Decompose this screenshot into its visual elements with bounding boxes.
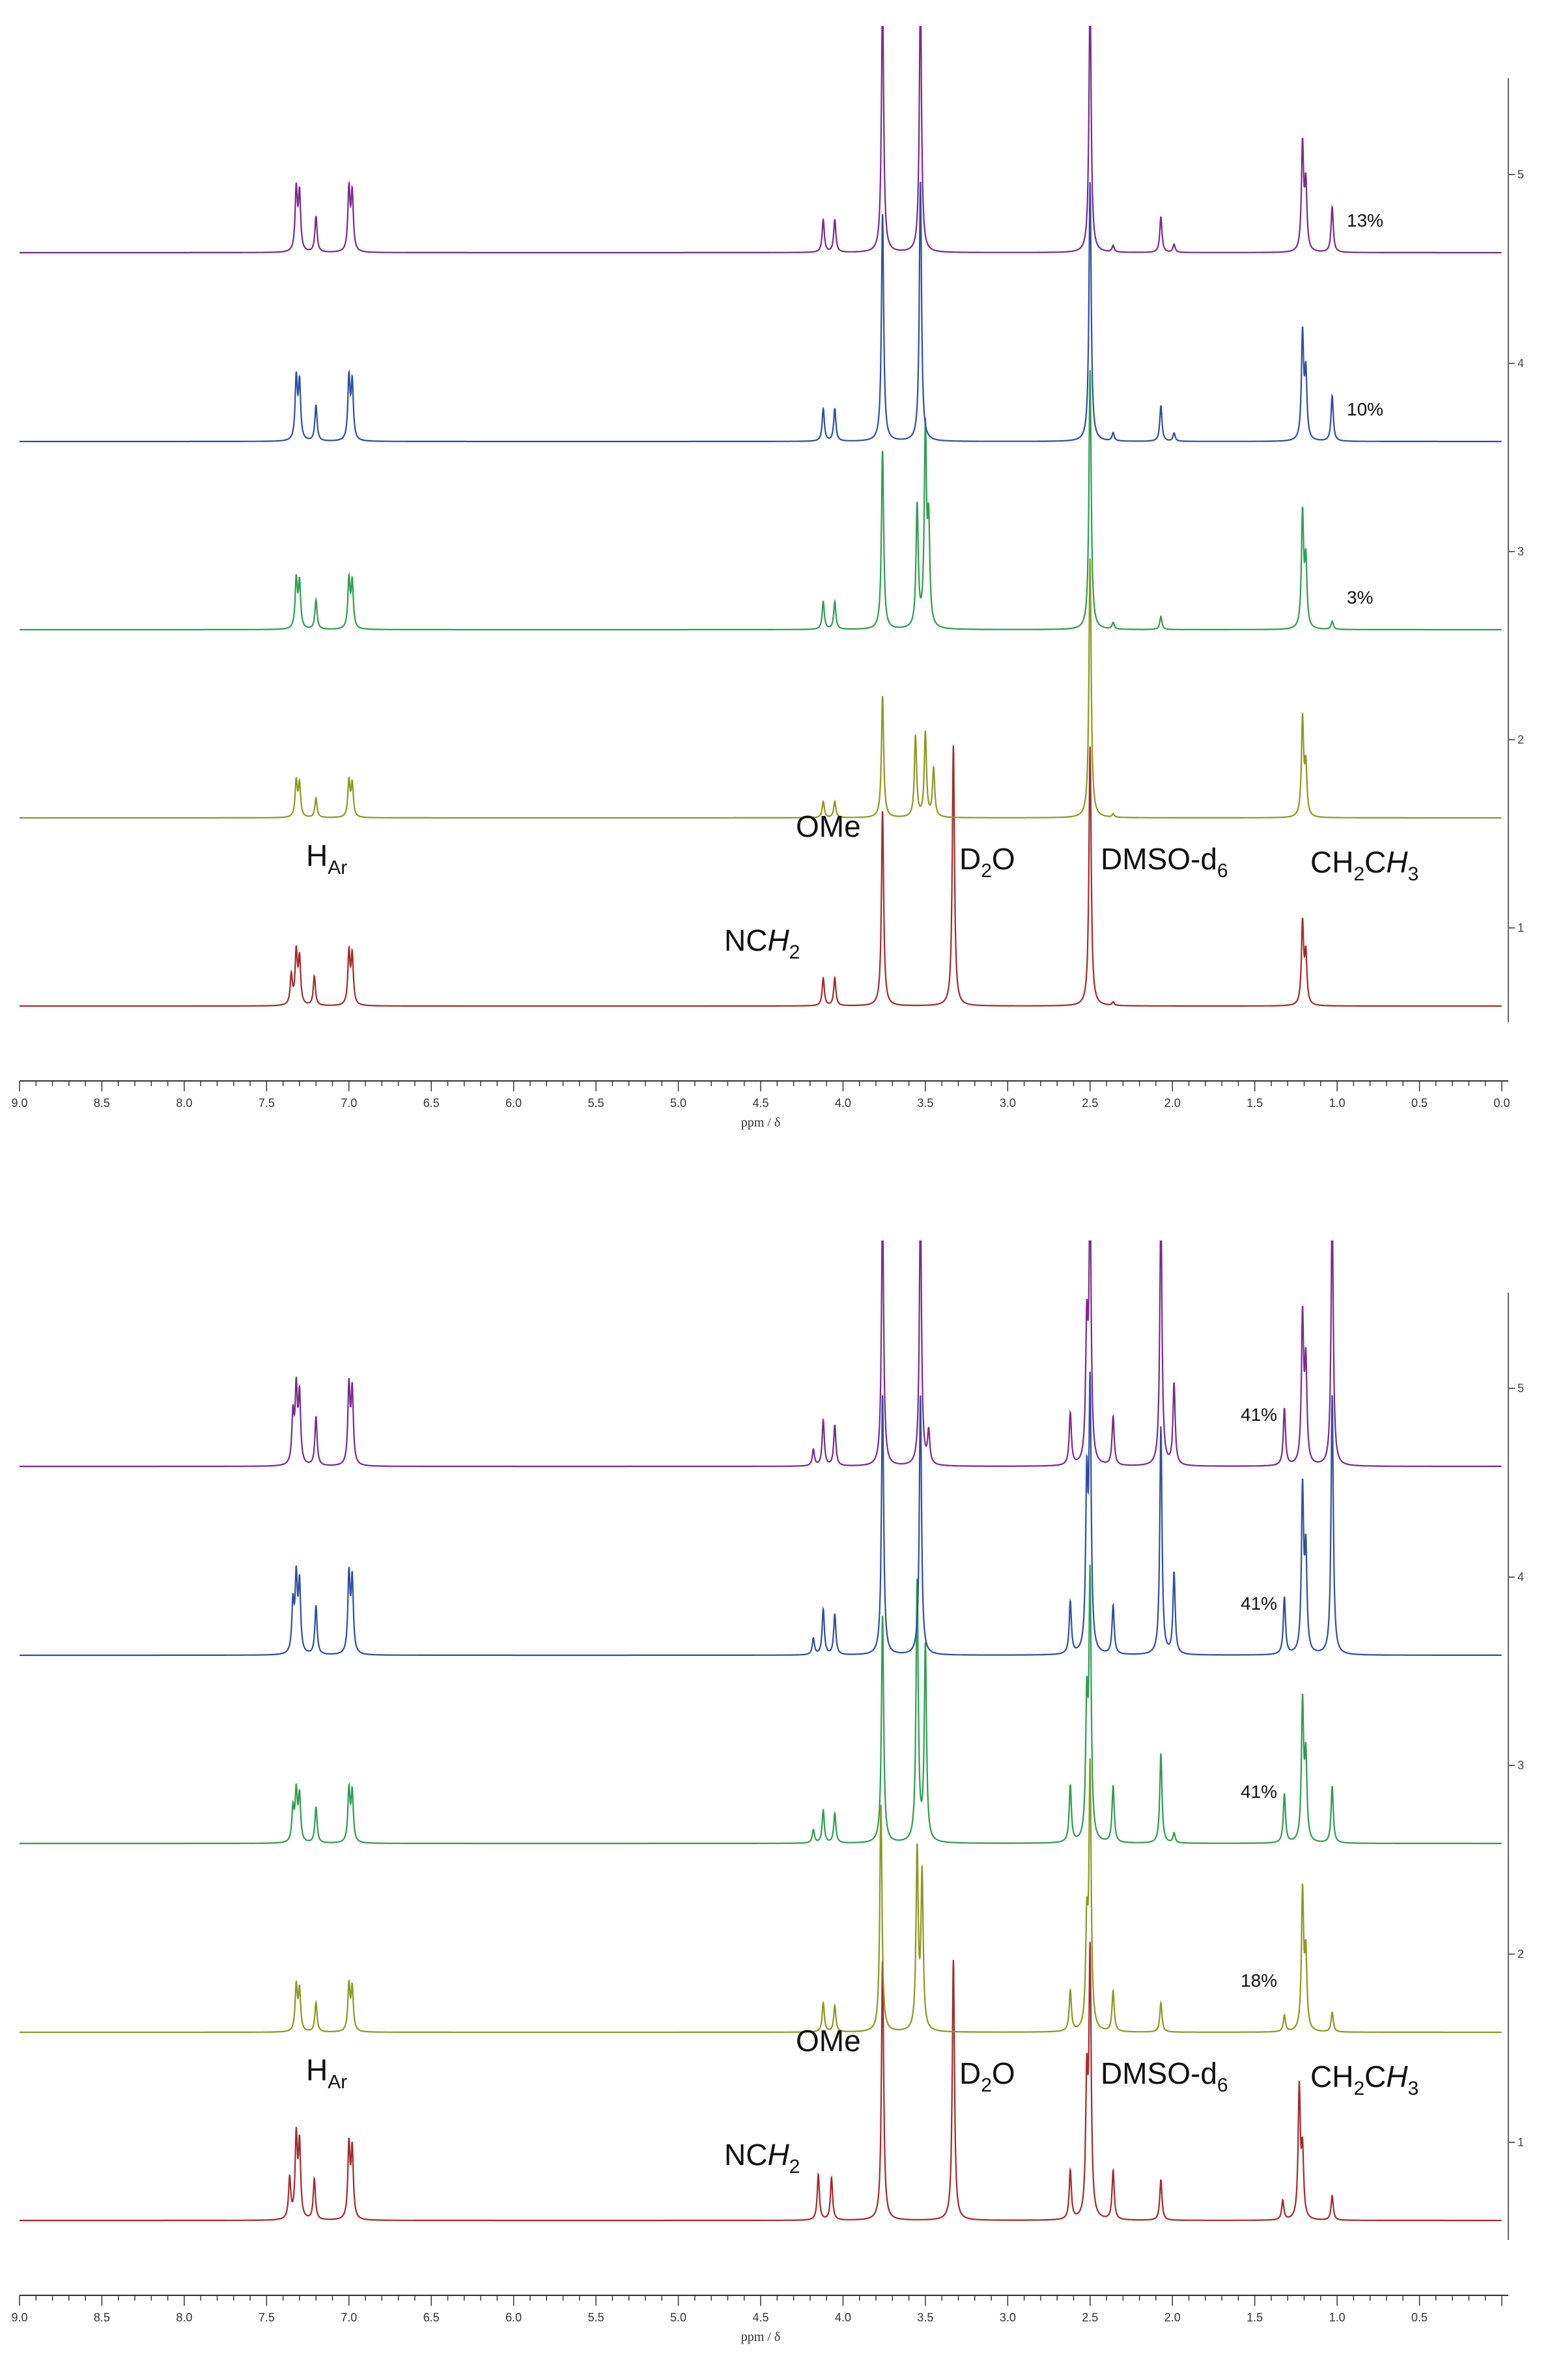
annotation-ome: OMe bbox=[796, 809, 861, 843]
x-tick-label: 2.5 bbox=[1082, 2311, 1098, 2324]
x-tick-label: 7.0 bbox=[341, 1097, 357, 1110]
percent-label: 41% bbox=[1241, 1593, 1277, 1614]
x-tick-label: 8.0 bbox=[176, 1097, 192, 1110]
x-tick-label: 1.0 bbox=[1329, 2311, 1346, 2324]
spectra-panel-2: 18% 41% 41% 41% 1 2 3 4 5 9.0 8.5 8.0 7.5 7.0 6.5 6.0 5.… bbox=[11, 1240, 1524, 2344]
annotation-ethyl: CH2CH3 bbox=[1310, 845, 1418, 885]
x-tick-label: 8.0 bbox=[176, 2311, 192, 2324]
x-tick-label: 8.5 bbox=[94, 1097, 110, 1110]
annotation-d2o: D2O bbox=[959, 2056, 1015, 2096]
x-tick-label: 4.5 bbox=[752, 1097, 768, 1110]
x-tick-label: 2.5 bbox=[1082, 1097, 1098, 1110]
right-axis-label: 1 bbox=[1517, 921, 1524, 934]
x-tick-label: 3.0 bbox=[1000, 2311, 1016, 2324]
annotation-nch2: NCH2 bbox=[724, 2138, 800, 2177]
x-tick-label: 5.5 bbox=[588, 1097, 604, 1110]
annotation-ome: OMe bbox=[796, 2024, 861, 2058]
x-tick-label: 4.0 bbox=[835, 2311, 851, 2324]
right-axis-label: 2 bbox=[1517, 733, 1524, 746]
right-axis-label: 5 bbox=[1517, 168, 1524, 181]
x-tick-label: 4.5 bbox=[752, 2311, 768, 2324]
spectrum-trace-4 bbox=[20, 1371, 1502, 1657]
spectrum-trace-5 bbox=[20, 26, 1502, 254]
x-tick-label: 3.5 bbox=[917, 2311, 933, 2324]
annotation-dmso: DMSO-d6 bbox=[1101, 842, 1228, 882]
x-tick-label: 3.5 bbox=[917, 1097, 933, 1110]
x-tick-label: 7.0 bbox=[341, 2311, 357, 2324]
annotation-ethyl: CH2CH3 bbox=[1310, 2060, 1418, 2099]
x-tick-label: 1.0 bbox=[1329, 1097, 1346, 1110]
percent-label: 10% bbox=[1347, 399, 1383, 419]
right-axis-label: 1 bbox=[1517, 2136, 1524, 2149]
x-tick-label: 6.0 bbox=[505, 1097, 522, 1110]
annotation-dmso: DMSO-d6 bbox=[1101, 2056, 1228, 2096]
x-tick-label: 9.0 bbox=[11, 2311, 27, 2324]
x-tick-label: 9.0 bbox=[11, 1097, 27, 1110]
spectrum-trace-1 bbox=[20, 1942, 1502, 2222]
x-tick-label: 1.5 bbox=[1247, 1097, 1263, 1110]
x-tick-label: 2.0 bbox=[1164, 2311, 1181, 2324]
x-tick-label: 6.0 bbox=[505, 2311, 522, 2324]
annotation-har: HAr bbox=[306, 839, 347, 878]
x-tick-label: 2.0 bbox=[1164, 1097, 1181, 1110]
spectrum-trace-3 bbox=[20, 1564, 1502, 1845]
x-axis-title: ppm / δ bbox=[741, 1115, 781, 1130]
x-tick-label: 4.0 bbox=[835, 1097, 851, 1110]
x-tick-label: 7.5 bbox=[259, 1097, 275, 1110]
right-axis-label: 4 bbox=[1517, 357, 1524, 370]
spectrum-trace-1 bbox=[20, 745, 1502, 1007]
spectrum-trace-2 bbox=[20, 1758, 1502, 2034]
annotation-har: HAr bbox=[306, 2053, 347, 2093]
right-axis-label: 3 bbox=[1517, 545, 1524, 558]
x-tick-label: 5.5 bbox=[588, 2311, 604, 2324]
spectrum-trace-5 bbox=[20, 1240, 1502, 1468]
x-tick-label: 8.5 bbox=[94, 2311, 110, 2324]
percent-label: 3% bbox=[1347, 587, 1373, 608]
x-tick-label: 0.5 bbox=[1411, 2311, 1428, 2324]
percent-label: 18% bbox=[1241, 1970, 1277, 1991]
x-tick-label: 7.5 bbox=[259, 2311, 275, 2324]
x-tick-label: 5.0 bbox=[670, 2311, 686, 2324]
x-tick-label: 0.5 bbox=[1411, 1097, 1428, 1110]
x-axis-title: ppm / δ bbox=[741, 2330, 781, 2344]
x-tick-label: 6.5 bbox=[423, 1097, 440, 1110]
x-tick-label: 3.0 bbox=[1000, 1097, 1016, 1110]
x-tick-label: 5.0 bbox=[670, 1097, 686, 1110]
spectrum-trace-3 bbox=[20, 370, 1502, 631]
x-tick-label: 6.5 bbox=[423, 2311, 440, 2324]
spectrum-trace-4 bbox=[20, 182, 1502, 443]
right-axis-label: 5 bbox=[1517, 1382, 1524, 1395]
annotation-nch2: NCH2 bbox=[724, 923, 800, 963]
x-tick-label: 0.0 bbox=[1493, 1097, 1510, 1110]
percent-label: 41% bbox=[1241, 1405, 1277, 1425]
right-axis-label: 3 bbox=[1517, 1759, 1524, 1772]
spectra-panel-1: 3% 10% 13% 1 2 3 4 5 9.0 8.5 8.0 7.5 7.0 6.5 6.0 5.5 5.0… bbox=[11, 26, 1524, 1130]
percent-label: 41% bbox=[1241, 1782, 1277, 1802]
spectrum-trace-2 bbox=[20, 558, 1502, 819]
percent-label: 13% bbox=[1347, 210, 1383, 231]
x-tick-label: 1.5 bbox=[1247, 2311, 1263, 2324]
right-axis-label: 4 bbox=[1517, 1571, 1524, 1584]
right-axis-label: 2 bbox=[1517, 1948, 1524, 1961]
annotation-d2o: D2O bbox=[959, 842, 1015, 882]
